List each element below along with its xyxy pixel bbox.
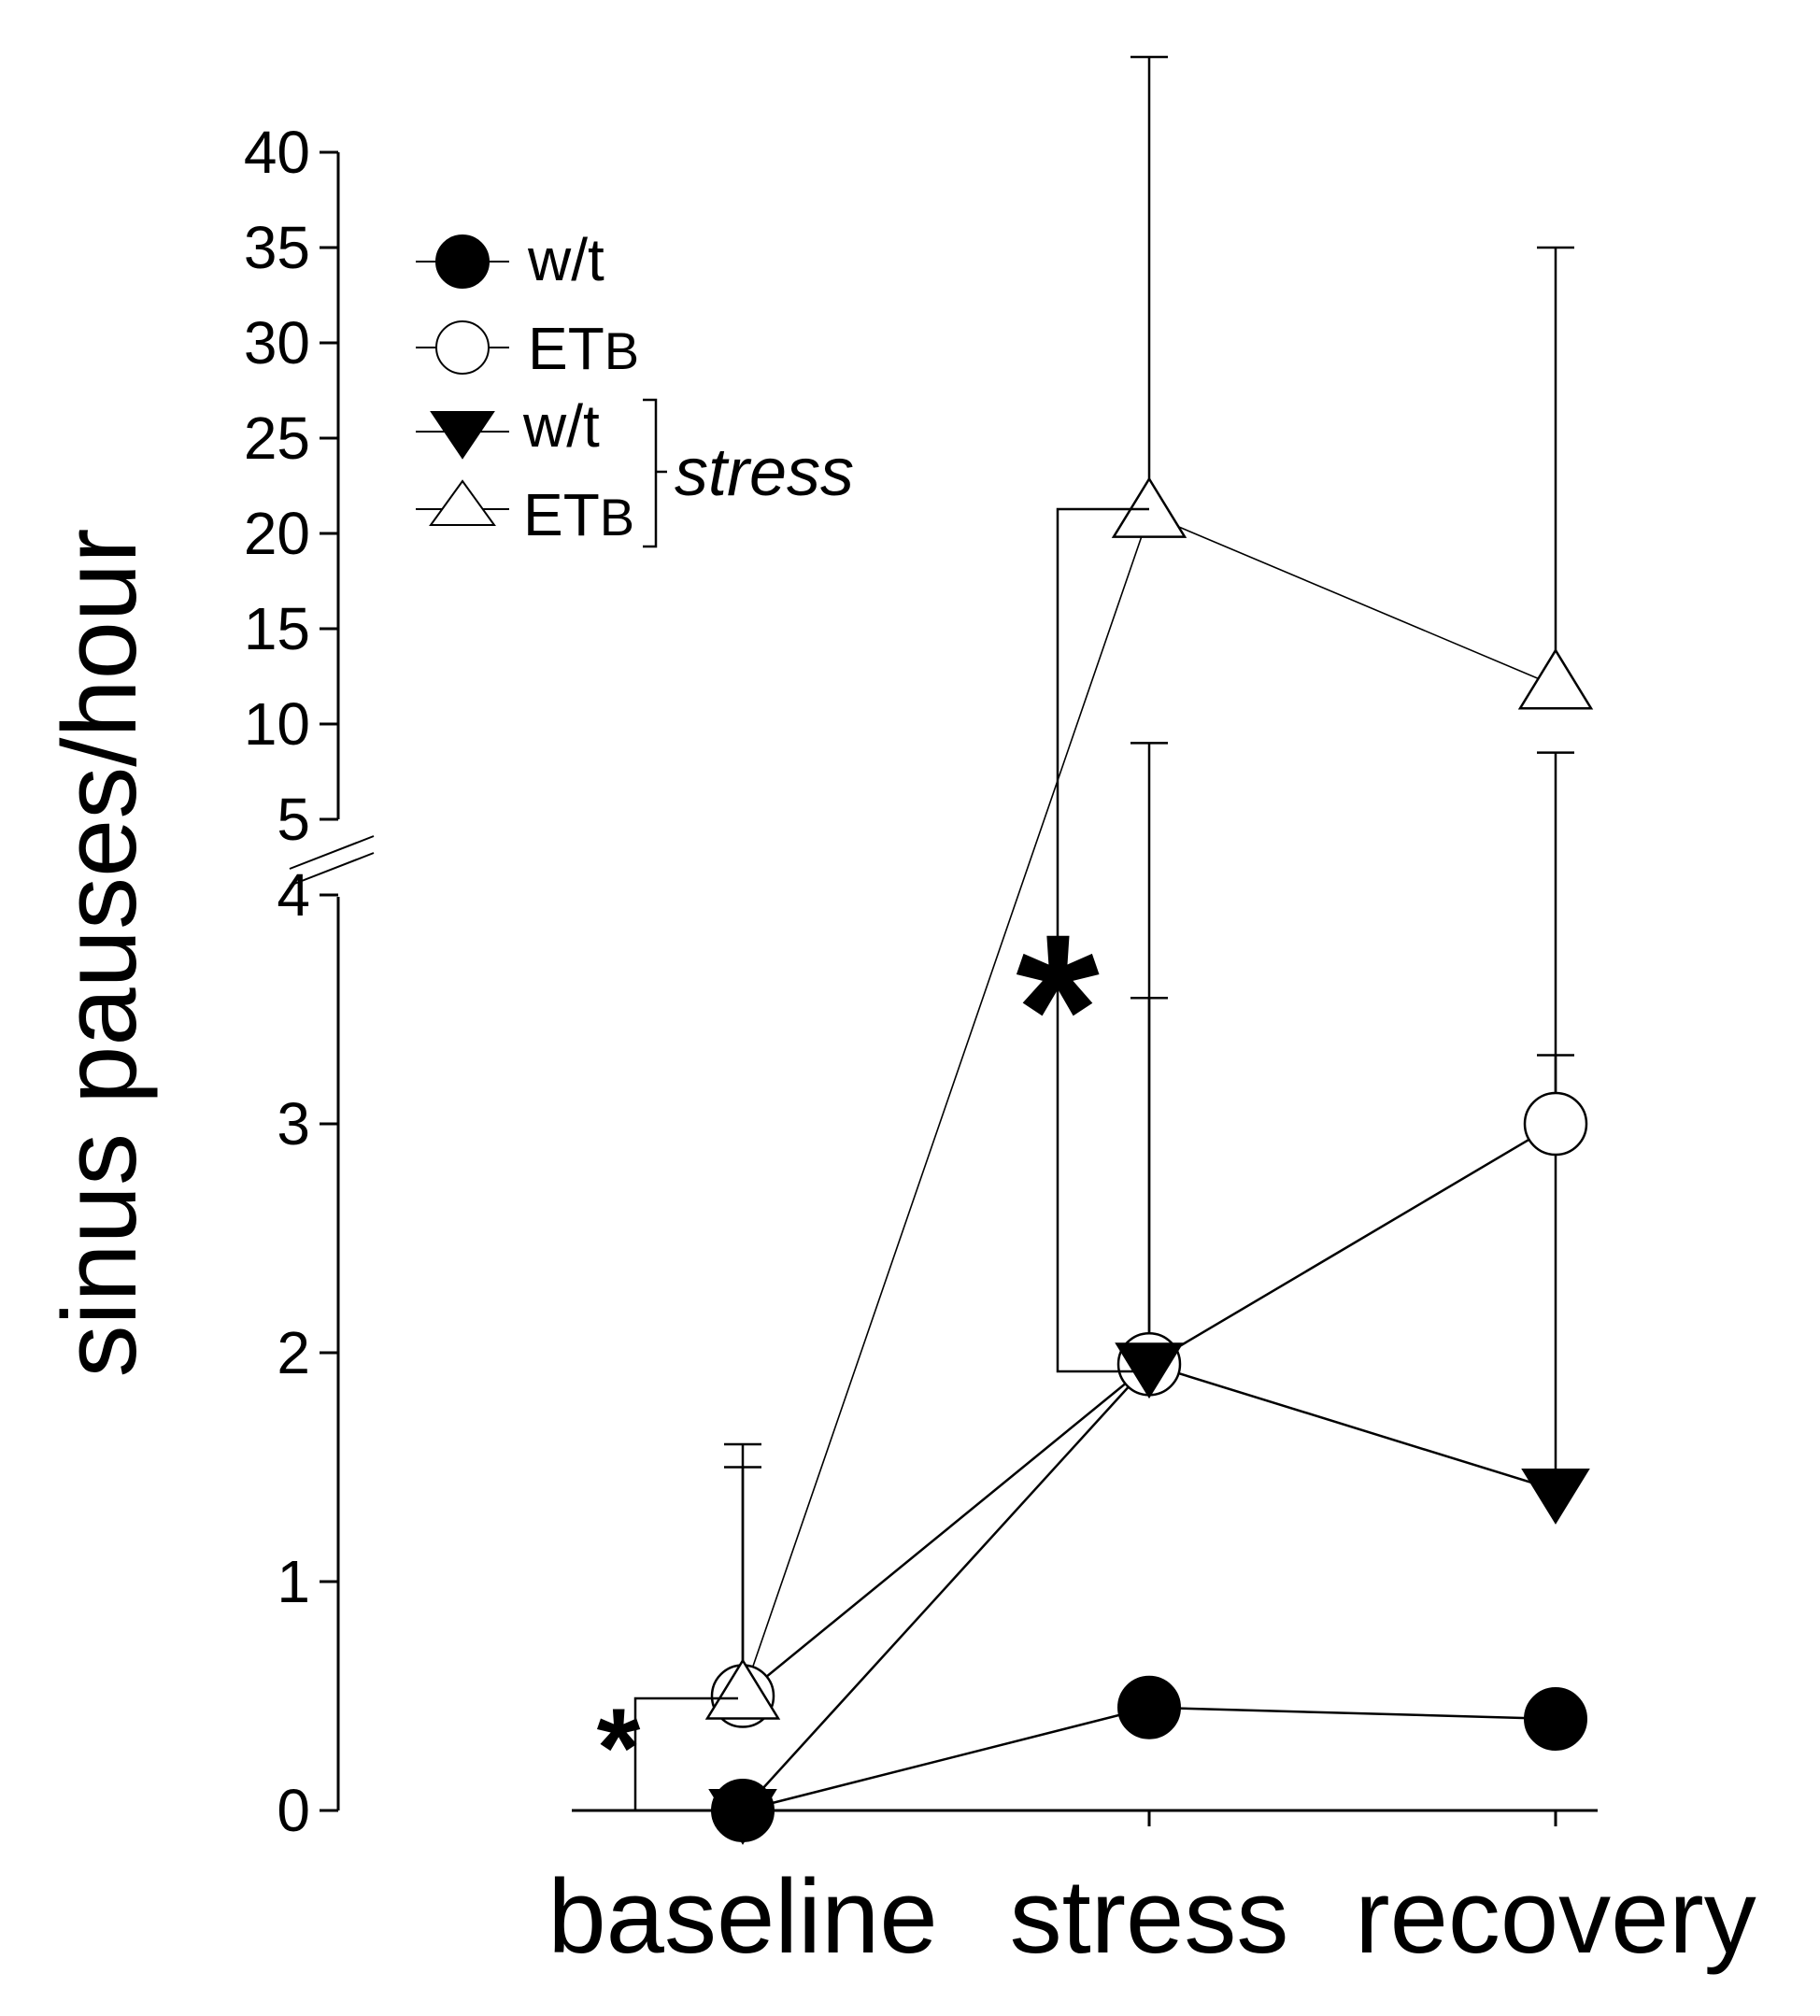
open-circle-icon	[436, 321, 489, 374]
filled-triangle-down-icon	[432, 412, 493, 458]
y-tick-label: 10	[244, 690, 310, 758]
legend-entry	[416, 481, 509, 525]
legend-label: w/t	[522, 392, 600, 460]
data-point	[1525, 1093, 1586, 1155]
data-point	[1520, 650, 1591, 708]
legend-label: w/t	[527, 226, 604, 293]
y-tick-label: 20	[244, 500, 310, 567]
significance-brackets	[635, 509, 1149, 1810]
y-tick-label: 25	[244, 405, 310, 472]
y-ticks: 0 1 2 3 4 5 10 15 20 25 30 35 40	[244, 119, 338, 1844]
y-tick-label: 30	[244, 309, 310, 376]
legend-label: ETB	[528, 315, 639, 382]
y-tick-label: 0	[277, 1777, 310, 1844]
y-tick-label: 15	[244, 595, 310, 662]
y-tick-label: 5	[277, 786, 310, 853]
y-tick-label: 2	[277, 1319, 310, 1386]
stress-significance-star: *	[1016, 889, 1100, 1129]
baseline-significance-star: *	[597, 1685, 641, 1810]
data-point	[1523, 1469, 1588, 1523]
y-tick-label: 4	[277, 861, 310, 929]
open-triangle-up-icon	[431, 481, 494, 525]
y-tick-label: 40	[244, 119, 310, 186]
legend-entry	[416, 321, 509, 374]
chart: sinus pauses/hour 0 1 2 3 4 5 10 15 20 25 30 35 40 b…	[0, 0, 1820, 2016]
legend: w/t ETB w/t ETB stress	[416, 226, 854, 548]
legend-group-label: stress	[675, 435, 854, 510]
y-tick-label: 35	[244, 214, 310, 281]
axes	[290, 152, 1598, 1810]
legend-group-bracket	[643, 400, 656, 547]
data-point	[1118, 1677, 1180, 1739]
y-tick-label: 1	[277, 1548, 310, 1615]
x-tick-label: stress	[1010, 1858, 1289, 1975]
data-point	[1114, 479, 1185, 537]
data-point	[1525, 1688, 1586, 1750]
series-line	[743, 1364, 1556, 1810]
x-tick-label: baseline	[547, 1858, 937, 1975]
legend-entry	[416, 412, 509, 458]
legend-label: ETB	[523, 481, 634, 548]
y-tick-label: 3	[277, 1090, 310, 1157]
legend-entry	[416, 235, 509, 288]
plot-area	[707, 57, 1591, 1843]
filled-circle-icon	[436, 235, 489, 288]
y-axis-label: sinus pauses/hour	[41, 528, 158, 1377]
x-tick-label: recovery	[1355, 1858, 1756, 1975]
